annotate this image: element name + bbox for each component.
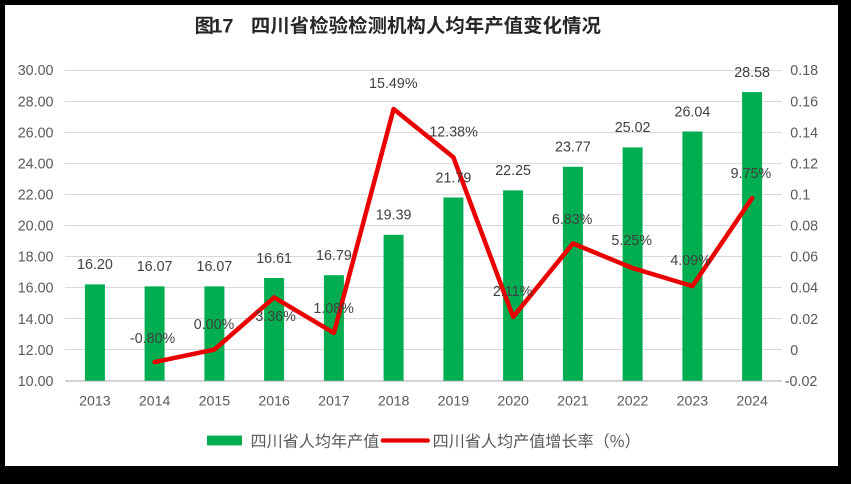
svg-text:2017: 2017 bbox=[318, 394, 350, 410]
svg-text:0.18: 0.18 bbox=[790, 63, 818, 79]
svg-text:16.61: 16.61 bbox=[256, 251, 292, 267]
svg-text:18.00: 18.00 bbox=[18, 250, 54, 266]
svg-text:0.1: 0.1 bbox=[790, 188, 810, 204]
svg-text:2015: 2015 bbox=[199, 394, 231, 410]
svg-text:0.06: 0.06 bbox=[790, 250, 818, 266]
svg-text:2020: 2020 bbox=[497, 394, 529, 410]
svg-text:-0.80%: -0.80% bbox=[130, 331, 176, 347]
svg-text:2022: 2022 bbox=[617, 394, 649, 410]
svg-text:19.39: 19.39 bbox=[376, 208, 412, 224]
svg-text:16.79: 16.79 bbox=[316, 248, 352, 264]
svg-text:9.75%: 9.75% bbox=[731, 166, 772, 182]
svg-text:12.38%: 12.38% bbox=[429, 125, 478, 141]
svg-text:0.12: 0.12 bbox=[790, 156, 818, 172]
svg-text:2019: 2019 bbox=[438, 394, 470, 410]
svg-text:2024: 2024 bbox=[736, 394, 768, 410]
svg-text:30.00: 30.00 bbox=[18, 63, 54, 79]
svg-text:-0.02: -0.02 bbox=[785, 374, 818, 390]
svg-text:2016: 2016 bbox=[258, 394, 290, 410]
svg-text:2021: 2021 bbox=[557, 394, 589, 410]
svg-text:0.00%: 0.00% bbox=[194, 317, 235, 333]
svg-text:26.04: 26.04 bbox=[675, 104, 711, 120]
svg-text:28.00: 28.00 bbox=[18, 94, 54, 110]
svg-text:16.07: 16.07 bbox=[197, 259, 233, 275]
svg-text:2018: 2018 bbox=[378, 394, 410, 410]
svg-text:2.11%: 2.11% bbox=[493, 284, 533, 300]
svg-text:0.04: 0.04 bbox=[790, 281, 818, 297]
svg-text:0.08: 0.08 bbox=[790, 219, 818, 235]
svg-text:0.14: 0.14 bbox=[790, 125, 818, 141]
svg-text:20.00: 20.00 bbox=[18, 219, 54, 235]
svg-text:0.16: 0.16 bbox=[790, 94, 818, 110]
svg-text:16.00: 16.00 bbox=[18, 281, 54, 297]
svg-text:16.20: 16.20 bbox=[77, 257, 113, 273]
svg-text:17: 17 bbox=[211, 15, 233, 37]
svg-text:6.83%: 6.83% bbox=[552, 212, 593, 228]
svg-text:3.36%: 3.36% bbox=[255, 309, 296, 325]
svg-text:14.00: 14.00 bbox=[18, 312, 54, 328]
svg-text:2023: 2023 bbox=[677, 394, 709, 410]
svg-text:25.02: 25.02 bbox=[615, 120, 651, 136]
svg-text:21.79: 21.79 bbox=[436, 170, 472, 186]
svg-text:5.25%: 5.25% bbox=[611, 233, 652, 249]
svg-text:4.09%: 4.09% bbox=[670, 253, 711, 269]
svg-text:22.25: 22.25 bbox=[495, 163, 531, 179]
svg-text:2013: 2013 bbox=[79, 394, 111, 410]
svg-text:23.77: 23.77 bbox=[555, 140, 591, 156]
svg-text:1.08%: 1.08% bbox=[313, 301, 354, 317]
svg-text:22.00: 22.00 bbox=[18, 188, 54, 204]
svg-text:15.49%: 15.49% bbox=[369, 76, 418, 92]
svg-text:0.02: 0.02 bbox=[790, 312, 818, 328]
svg-text:16.07: 16.07 bbox=[137, 259, 173, 275]
svg-text:24.00: 24.00 bbox=[18, 156, 54, 172]
svg-text:12.00: 12.00 bbox=[18, 343, 54, 359]
svg-text:10.00: 10.00 bbox=[18, 374, 54, 390]
svg-text:0: 0 bbox=[790, 343, 798, 359]
svg-text:2014: 2014 bbox=[139, 394, 171, 410]
svg-text:28.58: 28.58 bbox=[734, 65, 770, 81]
svg-text:26.00: 26.00 bbox=[18, 125, 54, 141]
